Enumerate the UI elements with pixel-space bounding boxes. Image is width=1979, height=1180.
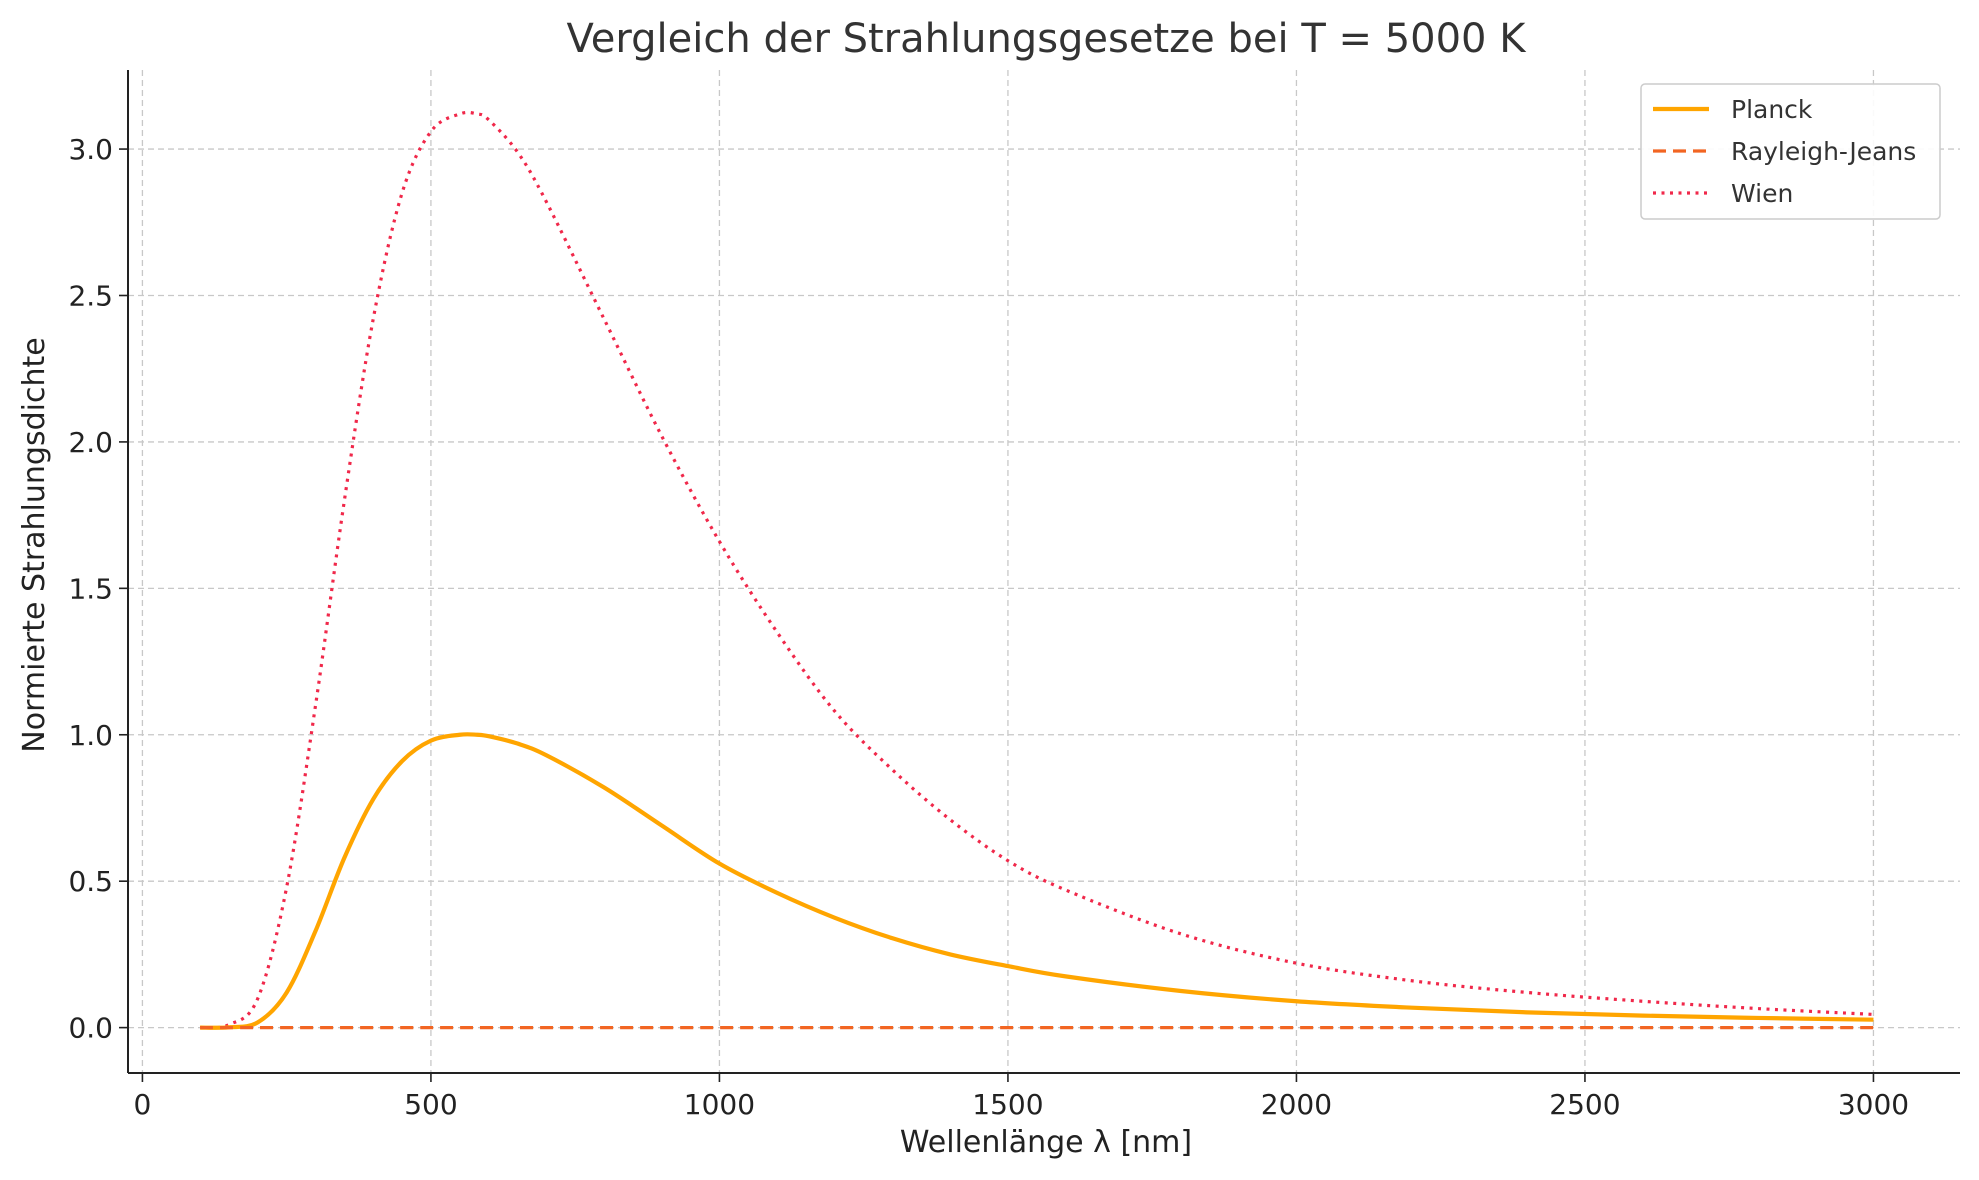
legend-box (1640, 83, 1941, 220)
y-tick-label: 2.0 (68, 426, 113, 459)
x-tick-label: 3000 (1838, 1088, 1909, 1121)
x-tick-label: 1000 (684, 1088, 755, 1121)
x-tick-label: 2000 (1261, 1088, 1332, 1121)
x-axis-label: Wellenlänge λ [nm] (900, 1125, 1192, 1160)
legend-label: Wien (1731, 179, 1793, 208)
legend: Planck Rayleigh-Jeans Wien (1640, 83, 1941, 220)
legend-label: Planck (1731, 95, 1813, 124)
x-tick-label: 0 (134, 1088, 152, 1121)
x-tick-label: 2500 (1549, 1088, 1620, 1121)
legend-label: Rayleigh-Jeans (1731, 137, 1916, 166)
y-tick-label: 1.5 (68, 572, 113, 605)
series-line-planck (200, 732, 1874, 1030)
y-axis-label: Normierte Strahlungsdichte (17, 337, 52, 752)
y-tick-label: 1.0 (68, 719, 113, 752)
x-tick-label: 1500 (972, 1088, 1043, 1121)
plot-lines (199, 110, 1874, 1030)
y-tick-label: 3.0 (68, 133, 113, 166)
y-tick-label: 0.5 (68, 865, 113, 898)
chart-title: Vergleich der Strahlungsgesetze bei T = … (567, 16, 1528, 62)
x-tick-label: 500 (404, 1088, 457, 1121)
y-tick-label: 2.5 (68, 279, 113, 312)
axes (127, 70, 1960, 1074)
ticks: 0 500 1000 1500 2000 2500 3000 0.0 0.5 1.0 1.5 2.0 2… (68, 133, 1909, 1121)
y-tick-label: 0.0 (68, 1012, 113, 1045)
